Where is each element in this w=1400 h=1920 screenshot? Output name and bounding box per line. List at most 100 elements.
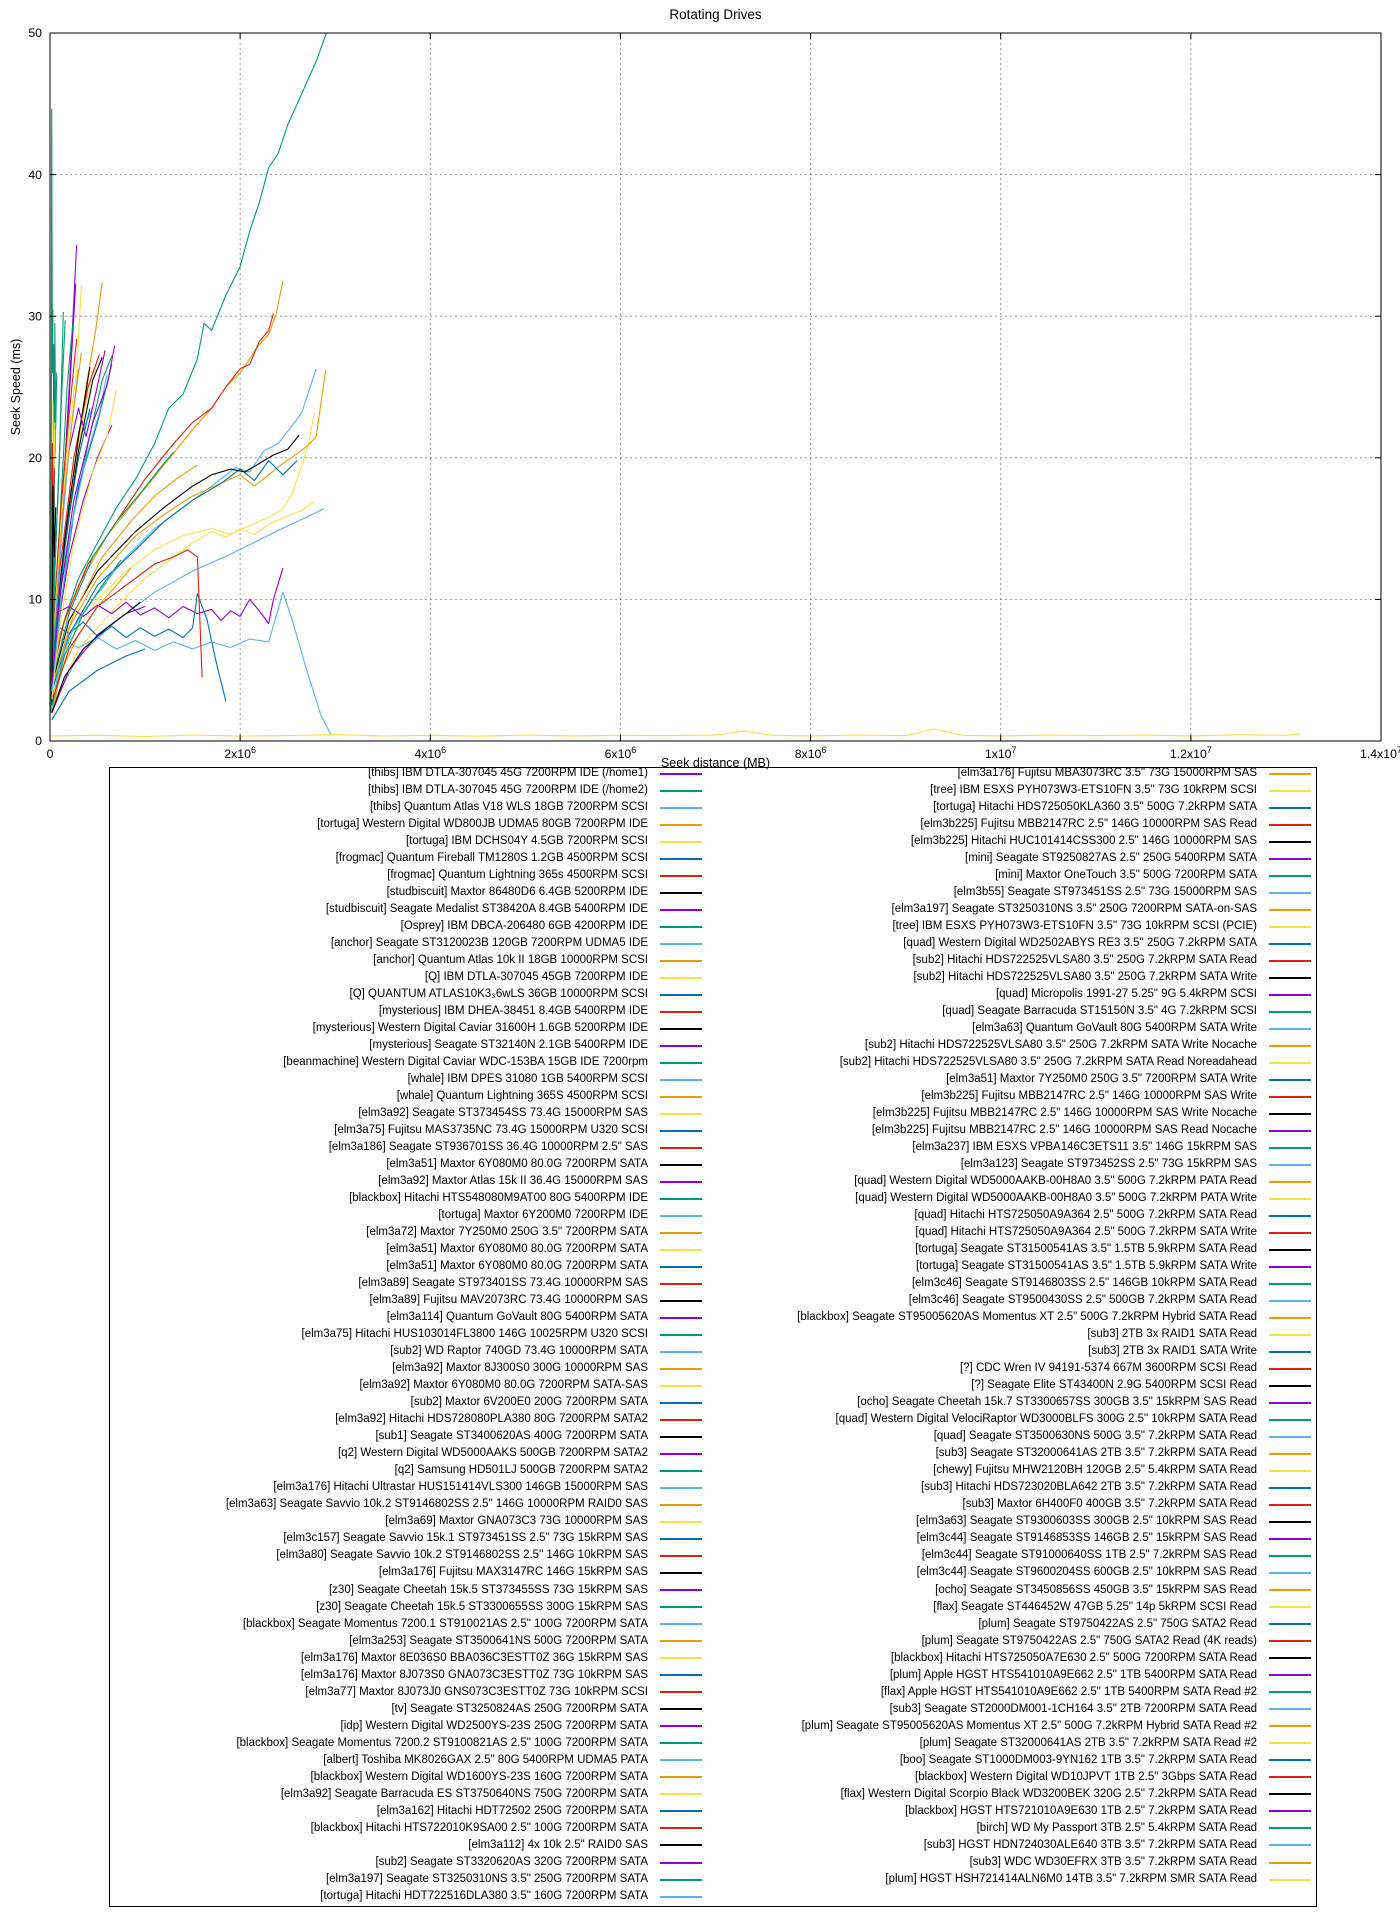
legend-line-sample: [660, 1572, 702, 1575]
legend-entry: [elm3a89] Seagate ST973401SS 73.4G 10000…: [112, 1275, 702, 1292]
legend-entry-label: [sub3] 2TB 3x RAID1 SATA Write: [1088, 1345, 1257, 1358]
legend-line-sample: [660, 1827, 702, 1830]
legend-entry-label: [plum] HGST HSH721414ALN6M0 14TB 3.5" 7.…: [885, 1872, 1257, 1885]
legend-entry-label: [elm3a75] Hitachi HUS103014FL3800 146G 1…: [301, 1328, 648, 1341]
legend-line-sample: [660, 1487, 702, 1490]
legend-line-sample: [660, 942, 702, 945]
legend-line-sample: [1269, 1180, 1311, 1183]
legend-entry-label: [tortuga] Seagate ST31500541AS 3.5" 1.5T…: [915, 1243, 1257, 1256]
legend-entry-label: [elm3a176] Hitachi Ultrastar HUS151414VL…: [273, 1481, 648, 1494]
legend-line-sample: [1269, 1095, 1311, 1098]
legend-entry: [chewy] Fujitsu MHW2120BH 120GB 2.5" 5.4…: [620, 1463, 1311, 1480]
legend-line-sample: [660, 1470, 702, 1473]
legend-line-sample: [660, 1044, 702, 1047]
legend-entry-label: [blackbox] Seagate Momentus 7200.1 ST910…: [242, 1617, 648, 1630]
legend-entry: [blackbox] HGST HTS721010A9E630 1TB 2.5"…: [620, 1803, 1311, 1820]
y-tick-label: 30: [28, 309, 42, 323]
legend-entry-label: [anchor] Seagate ST3120023B 120GB 7200RP…: [330, 936, 648, 949]
legend-entry-label: [z30] Seagate Cheetah 15k.5 ST373455SS 7…: [328, 1583, 648, 1596]
legend-entry: [elm3a176] Fujitsu MAX3147RC 146G 15kRPM…: [112, 1565, 702, 1582]
legend-entry: [elm3a162] Hitachi HDT72502 250G 7200RPM…: [112, 1803, 702, 1820]
legend-entry-label: [Q] QUANTUM ATLAS10K3₃6wLS 36GB 10000RPM…: [349, 987, 648, 1000]
legend-column-right: [elm3a176] Fujitsu MBA3073RC 3.5" 73G 15…: [620, 765, 1311, 1888]
legend-entry-label: [elm3a89] Fujitsu MAV2073RC 73.4G 10000R…: [369, 1294, 648, 1307]
legend-entry: [elm3a51] Maxtor 6Y080M0 80.0G 7200RPM S…: [112, 1258, 702, 1275]
legend-line-sample: [1269, 1861, 1311, 1864]
legend-entry-label: [q2] Western Digital WD5000AAKS 500GB 72…: [337, 1447, 648, 1460]
legend-entry-label: [elm3c44] Seagate ST9146853SS 146GB 2.5"…: [916, 1532, 1257, 1545]
legend-entry-label: [tv] Seagate ST3250824AS 250G 7200RPM SA…: [391, 1702, 648, 1715]
legend-entry: [q2] Samsung HD501LJ 500GB 7200RPM SATA2: [112, 1463, 702, 1480]
legend-entry: [flax] Seagate ST446452W 47GB 5.25" 14p …: [620, 1599, 1311, 1616]
legend-entry-label: [sub1] Seagate ST3400620AS 400G 7200RPM …: [375, 1430, 648, 1443]
legend-entry: [blackbox] Hitachi HTS722010K9SA00 2.5" …: [112, 1820, 702, 1837]
legend-line-sample: [1269, 1878, 1311, 1881]
legend-line-sample: [660, 1027, 702, 1030]
legend-line-sample: [1269, 1538, 1311, 1541]
legend-entry: [sub3] HGST HDN724030ALE640 3TB 3.5" 7.2…: [620, 1837, 1311, 1854]
legend-entry: [elm3a63] Seagate ST9300603SS 300GB 2.5"…: [620, 1514, 1311, 1531]
legend-line-sample: [1269, 1385, 1311, 1388]
legend-line-sample: [660, 1282, 702, 1285]
legend-entry-label: [albert] Toshiba MK8026GAX 2.5" 80G 5400…: [323, 1753, 648, 1766]
legend-entry: [quad] Western Digital WD5000AAKB-00H8A0…: [620, 1173, 1311, 1190]
legend-entry-label: [elm3a176] Maxtor 8J073S0 GNA073C3ESTT0Z…: [300, 1668, 648, 1681]
legend-line-sample: [660, 891, 702, 894]
legend-line-sample: [660, 1436, 702, 1439]
legend-entry-label: [elm3a92] Seagate Barracuda ES ST3750640…: [280, 1787, 648, 1800]
legend-entry: [elm3a75] Fujitsu MAS3735NC 73.4G 15000R…: [112, 1122, 702, 1139]
legend-line-sample: [1269, 1334, 1311, 1337]
legend-line-sample: [1269, 1810, 1311, 1813]
legend-entry: [tortuga] Seagate ST31500541AS 3.5" 1.5T…: [620, 1258, 1311, 1275]
legend-entry-label: [tortuga] IBM DCHS04Y 4.5GB 7200RPM SCSI: [405, 834, 648, 847]
legend-entry: [elm3a51] Maxtor 6Y080M0 80.0G 7200RPM S…: [112, 1156, 702, 1173]
legend-entry-label: [tree] IBM ESXS PYH073W3-ETS10FN 3.5" 73…: [930, 783, 1257, 796]
legend-entry: [studbiscuit] Maxtor 86480D6 6.4GB 5200R…: [112, 884, 702, 901]
legend-line-sample: [1269, 1708, 1311, 1711]
legend-line-sample: [1269, 1606, 1311, 1609]
legend-entry-label: [elm3a63] Seagate ST9300603SS 300GB 2.5"…: [916, 1515, 1257, 1528]
series-line: [51, 605, 146, 713]
legend-line-sample: [1269, 840, 1311, 843]
legend-line-sample: [1269, 1078, 1311, 1081]
legend-line-sample: [1269, 806, 1311, 809]
legend-entry: [sub3] WDC WD30EFRX 3TB 3.5" 7.2kRPM SAT…: [620, 1854, 1311, 1871]
legend-entry-label: [elm3a63] Quantum GoVault 80G 5400RPM SA…: [972, 1021, 1257, 1034]
legend-entry-label: [sub3] Hitachi HDS723020BLA642 2TB 3.5" …: [920, 1481, 1257, 1494]
legend-entry-label: [quad] Hitachi HTS725050A9A364 2.5" 500G…: [914, 1209, 1257, 1222]
legend-line-sample: [660, 1299, 702, 1302]
legend-line-sample: [660, 1078, 702, 1081]
legend-line-sample: [660, 1453, 702, 1456]
legend-entry: [Osprey] IBM DBCA-206480 6GB 4200RPM IDE: [112, 918, 702, 935]
legend-entry-label: [studbiscuit] Maxtor 86480D6 6.4GB 5200R…: [386, 885, 648, 898]
legend-line-sample: [660, 1878, 702, 1881]
legend-line-sample: [1269, 1640, 1311, 1643]
legend-entry-label: [plum] Seagate ST32000641AS 2TB 3.5" 7.2…: [919, 1736, 1257, 1749]
legend-line-sample: [1269, 1623, 1311, 1626]
legend-line-sample: [1269, 1470, 1311, 1473]
legend-entry-label: [ocho] Seagate Cheetah 15k.7 ST3300657SS…: [857, 1396, 1257, 1409]
legend-line-sample: [660, 1691, 702, 1694]
legend-entry-label: [thibs] IBM DTLA-307045 45G 7200RPM IDE …: [368, 783, 648, 796]
legend-entry-label: [mysterious] IBM DHEA-38451 8.4GB 5400RP…: [378, 1004, 648, 1017]
series-line: [52, 549, 203, 699]
series-line: [51, 280, 284, 685]
legend-entry: [flax] Western Digital Scorpio Black WD3…: [620, 1786, 1311, 1803]
legend-line-sample: [660, 1657, 702, 1660]
series-line: [54, 451, 175, 671]
legend-line-sample: [1269, 1265, 1311, 1268]
legend-entry: [elm3c157] Seagate Savvio 15k.1 ST973451…: [112, 1531, 702, 1548]
legend-entry: [tree] IBM ESXS PYH073W3-ETS10FN 3.5" 73…: [620, 918, 1311, 935]
legend-line-sample: [660, 1180, 702, 1183]
legend-entry-label: [elm3a72] Maxtor 7Y250M0 250G 3.5" 7200R…: [366, 1226, 648, 1239]
legend-entry-label: [elm3a112] 4x 10k 2.5" RAID0 SAS: [468, 1838, 648, 1851]
series-line: [51, 33, 328, 692]
legend-entry: [sub2] Maxtor 6V200E0 200G 7200RPM SATA: [112, 1395, 702, 1412]
chart-title: Rotating Drives: [669, 7, 762, 22]
legend-line-sample: [1269, 1657, 1311, 1660]
legend-entry: [quad] Western Digital VelociRaptor WD30…: [620, 1412, 1311, 1429]
legend-entry: [tortuga] IBM DCHS04Y 4.5GB 7200RPM SCSI: [112, 833, 702, 850]
legend-entry: [elm3a197] Seagate ST3250310NS 3.5" 250G…: [620, 901, 1311, 918]
legend-entry-label: [tortuga] Hitachi HDT722516DLA380 3.5" 1…: [320, 1889, 648, 1902]
legend-entry: [elm3c44] Seagate ST91000640SS 1TB 2.5" …: [620, 1548, 1311, 1565]
